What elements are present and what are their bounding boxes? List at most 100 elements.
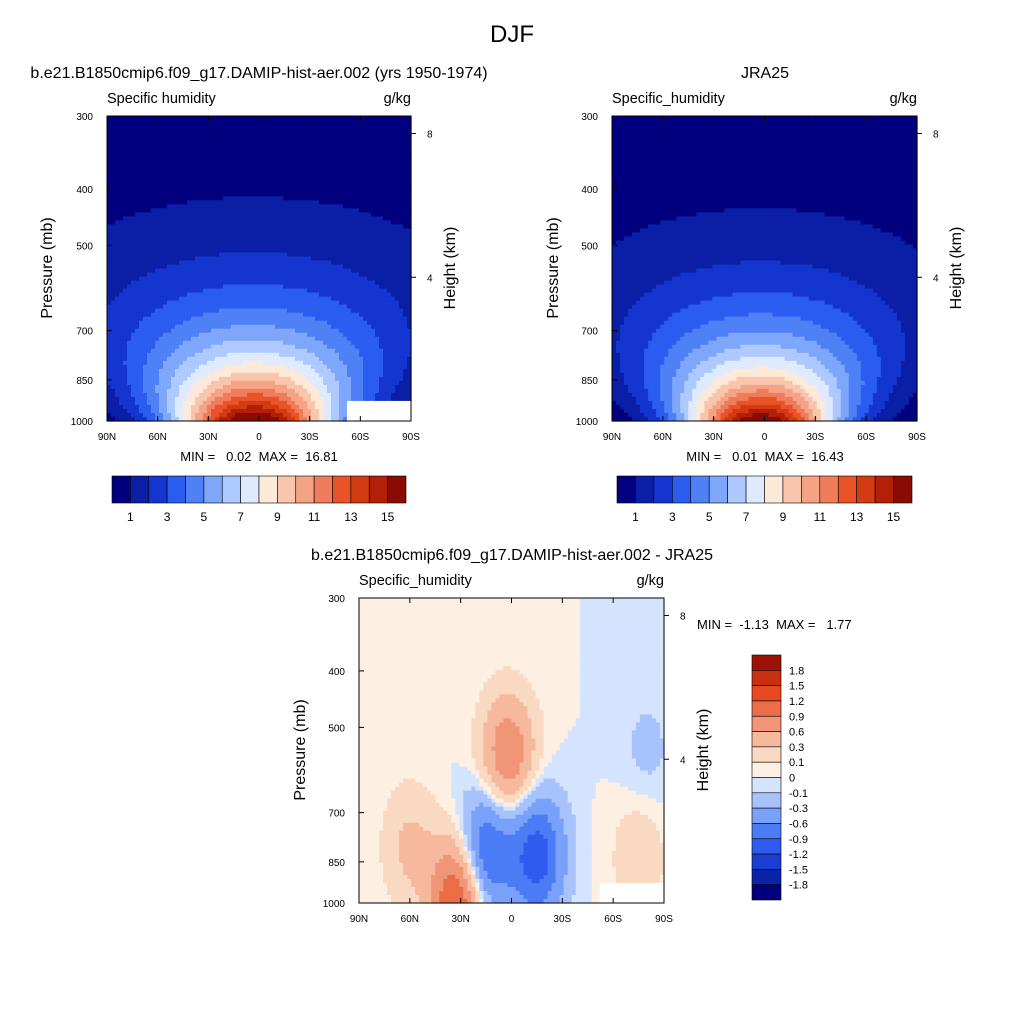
- heatmap-cell: [247, 300, 252, 306]
- heatmap-cell: [231, 188, 236, 193]
- heatmap-cell: [407, 244, 412, 250]
- heatmap-cell: [155, 248, 160, 254]
- heatmap-cell: [195, 292, 200, 298]
- heatmap-cell: [327, 340, 332, 346]
- heatmap-cell: [199, 344, 204, 350]
- heatmap-cell: [259, 372, 264, 378]
- heatmap-cell: [191, 200, 196, 205]
- heatmap-cell: [315, 208, 320, 213]
- heatmap-cell: [107, 224, 112, 229]
- heatmap-cell: [271, 232, 276, 237]
- heatmap-cell: [355, 144, 360, 149]
- heatmap-cell: [355, 192, 360, 197]
- heatmap-cell: [363, 132, 368, 137]
- heatmap-cell: [159, 240, 164, 246]
- heatmap-cell: [151, 340, 156, 346]
- heatmap-cell: [271, 284, 276, 290]
- heatmap-cell: [155, 156, 160, 161]
- heatmap-cell: [295, 296, 300, 302]
- heatmap-cell: [407, 236, 412, 241]
- heatmap-cell: [227, 160, 232, 165]
- heatmap-cell: [299, 368, 304, 374]
- heatmap-cell: [119, 144, 124, 149]
- heatmap-cell: [179, 196, 184, 201]
- heatmap-cell: [399, 132, 404, 137]
- heatmap-cell: [171, 232, 176, 237]
- heatmap-cell: [335, 364, 340, 370]
- heatmap-cell: [267, 176, 272, 181]
- heatmap-cell: [383, 156, 388, 161]
- heatmap-cell: [255, 276, 260, 282]
- heatmap-cell: [191, 192, 196, 197]
- heatmap-cell: [251, 260, 256, 266]
- heatmap-cell: [239, 148, 244, 153]
- heatmap-cell: [363, 224, 368, 229]
- heatmap-cell: [287, 244, 292, 250]
- heatmap-cell: [283, 352, 288, 358]
- heatmap-cell: [187, 332, 192, 338]
- heatmap-cell: [151, 360, 156, 366]
- heatmap-cell: [331, 312, 336, 318]
- heatmap-cell: [215, 348, 220, 354]
- heatmap-cell: [299, 376, 304, 382]
- heatmap-cell: [251, 252, 256, 258]
- heatmap-cell: [311, 312, 316, 318]
- heatmap-cell: [263, 136, 268, 141]
- heatmap-cell: [135, 164, 140, 169]
- heatmap-cell: [139, 324, 144, 330]
- heatmap-cell: [363, 228, 368, 233]
- heatmap-cell: [251, 244, 256, 250]
- heatmap-cell: [339, 180, 344, 185]
- heatmap-cell: [363, 204, 368, 209]
- heatmap-cell: [327, 200, 332, 205]
- heatmap-cell: [247, 204, 252, 209]
- heatmap-cell: [363, 184, 368, 189]
- heatmap-cell: [147, 260, 152, 266]
- heatmap-cell: [391, 240, 396, 246]
- heatmap-cell: [303, 204, 308, 209]
- heatmap-cell: [319, 252, 324, 258]
- heatmap-cell: [375, 172, 380, 177]
- heatmap-cell: [211, 240, 216, 246]
- heatmap-cell: [271, 236, 276, 241]
- heatmap-cell: [359, 220, 364, 225]
- heatmap-cell: [167, 124, 172, 129]
- heatmap-cell: [207, 184, 212, 189]
- heatmap-cell: [327, 156, 332, 161]
- heatmap-cell: [147, 172, 152, 177]
- heatmap-cell: [207, 240, 212, 246]
- heatmap-cell: [211, 212, 216, 217]
- heatmap-cell: [379, 364, 384, 370]
- heatmap-cell: [315, 124, 320, 129]
- heatmap-cell: [331, 304, 336, 310]
- heatmap-cell: [359, 252, 364, 258]
- heatmap-cell: [295, 376, 300, 382]
- heatmap-cell: [319, 284, 324, 290]
- heatmap-cell: [195, 176, 200, 181]
- heatmap-cell: [243, 344, 248, 350]
- heatmap-cell: [271, 268, 276, 274]
- heatmap-cell: [255, 296, 260, 302]
- heatmap-cell: [159, 292, 164, 298]
- heatmap-cell: [131, 204, 136, 209]
- heatmap-cell: [303, 228, 308, 233]
- heatmap-cell: [247, 172, 252, 177]
- heatmap-cell: [259, 232, 264, 237]
- heatmap-cell: [403, 316, 408, 322]
- heatmap-cell: [367, 216, 372, 221]
- heatmap-cell: [171, 348, 176, 354]
- heatmap-cell: [203, 236, 208, 241]
- heatmap-cell: [395, 272, 400, 278]
- heatmap-cell: [323, 284, 328, 290]
- heatmap-cell: [191, 224, 196, 229]
- heatmap-cell: [395, 156, 400, 161]
- heatmap-cell: [271, 220, 276, 225]
- heatmap-cell: [147, 316, 152, 322]
- heatmap-cell: [359, 300, 364, 306]
- heatmap-cell: [395, 356, 400, 362]
- heatmap-cell: [179, 356, 184, 362]
- heatmap-cell: [275, 208, 280, 213]
- heatmap-cell: [167, 136, 172, 141]
- heatmap-cell: [299, 140, 304, 145]
- heatmap-cell: [183, 364, 188, 370]
